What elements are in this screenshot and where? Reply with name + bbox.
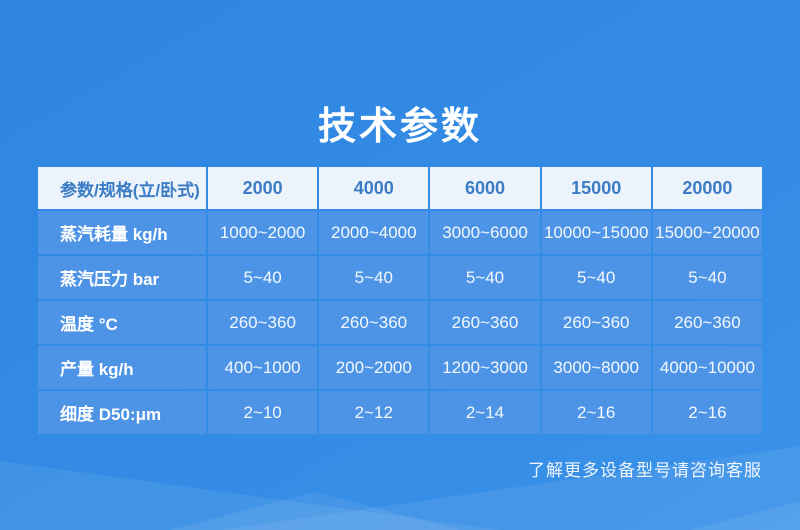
footer-note: 了解更多设备型号请咨询客服 — [528, 461, 762, 480]
table-cell: 15000~20000 — [652, 211, 762, 254]
header-cell-model-2000: 2000 — [208, 167, 318, 209]
table-cell: 2~14 — [430, 391, 540, 434]
bottom-triangle-left — [170, 492, 460, 530]
bottom-wave-left — [0, 461, 500, 530]
table-cell: 3000~6000 — [430, 211, 540, 254]
table-cell: 2~16 — [541, 391, 651, 434]
spec-table: 参数/规格(立/卧式) 2000 4000 6000 15000 20000 蒸… — [38, 167, 762, 434]
table-cell: 5~40 — [208, 256, 318, 299]
table-cell: 260~360 — [319, 301, 429, 344]
table-cell: 5~40 — [652, 256, 762, 299]
bottom-triangle-right — [690, 492, 800, 530]
page-title: 技术参数 — [317, 106, 482, 149]
table-cell: 260~360 — [430, 301, 540, 344]
row-label-fineness: 细度 D50:μm — [38, 391, 206, 434]
row-label-steam-pressure: 蒸汽压力 bar — [38, 256, 206, 299]
row-label-capacity: 产量 kg/h — [38, 346, 206, 389]
header-cell-model-4000: 4000 — [319, 167, 429, 209]
table-cell: 5~40 — [430, 256, 540, 299]
row-label-temperature: 温度 °C — [38, 301, 206, 344]
table-cell: 10000~15000 — [541, 211, 651, 254]
table-cell: 4000~10000 — [652, 346, 762, 389]
table-cell: 1200~3000 — [430, 346, 540, 389]
table-cell: 5~40 — [541, 256, 651, 299]
table-cell: 260~360 — [208, 301, 318, 344]
table-cell: 2000~4000 — [319, 211, 429, 254]
table-cell: 400~1000 — [208, 346, 318, 389]
header-cell-model-20000: 20000 — [652, 167, 762, 209]
header-cell-model-15000: 15000 — [541, 167, 651, 209]
table-cell: 2~16 — [652, 391, 762, 434]
row-label-steam-consumption: 蒸汽耗量 kg/h — [38, 211, 206, 254]
table-cell: 2~12 — [319, 391, 429, 434]
table-cell: 260~360 — [652, 301, 762, 344]
table-cell: 5~40 — [319, 256, 429, 299]
header-cell-parameter: 参数/规格(立/卧式) — [38, 167, 206, 209]
table-cell: 1000~2000 — [208, 211, 318, 254]
header-cell-model-6000: 6000 — [430, 167, 540, 209]
table-cell: 200~2000 — [319, 346, 429, 389]
table-cell: 2~10 — [208, 391, 318, 434]
table-cell: 3000~8000 — [541, 346, 651, 389]
table-cell: 260~360 — [541, 301, 651, 344]
